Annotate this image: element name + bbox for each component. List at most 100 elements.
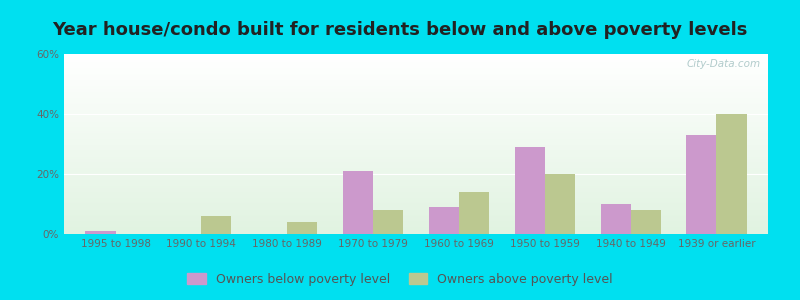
Bar xyxy=(64,195,768,196)
Bar xyxy=(64,124,768,125)
Bar xyxy=(64,150,768,151)
Bar xyxy=(64,104,768,105)
Bar xyxy=(459,192,489,234)
Bar xyxy=(64,71,768,72)
Bar xyxy=(64,98,768,99)
Bar xyxy=(64,77,768,78)
Bar xyxy=(64,197,768,198)
Bar xyxy=(64,116,768,117)
Bar xyxy=(64,180,768,181)
Bar xyxy=(64,185,768,186)
Bar xyxy=(64,179,768,180)
Bar xyxy=(64,168,768,169)
Bar xyxy=(64,199,768,200)
Bar xyxy=(64,148,768,149)
Bar xyxy=(630,210,661,234)
Bar xyxy=(64,173,768,174)
Bar xyxy=(64,204,768,205)
Bar xyxy=(429,207,459,234)
Bar xyxy=(343,171,373,234)
Bar xyxy=(64,63,768,64)
Bar xyxy=(64,181,768,182)
Bar xyxy=(64,121,768,122)
Bar xyxy=(64,59,768,60)
Bar xyxy=(64,92,768,93)
Bar xyxy=(64,107,768,108)
Bar xyxy=(64,184,768,185)
Bar xyxy=(64,155,768,156)
Bar xyxy=(601,204,630,234)
Bar xyxy=(64,196,768,197)
Bar xyxy=(64,75,768,76)
Bar xyxy=(64,74,768,75)
Bar xyxy=(64,64,768,65)
Bar xyxy=(64,142,768,143)
Bar xyxy=(64,143,768,144)
Bar xyxy=(64,229,768,230)
Bar xyxy=(64,65,768,66)
Bar xyxy=(64,171,768,172)
Bar xyxy=(64,225,768,226)
Bar xyxy=(64,73,768,74)
Bar xyxy=(64,198,768,199)
Bar xyxy=(64,125,768,126)
Bar xyxy=(64,109,768,110)
Bar xyxy=(64,172,768,173)
Bar xyxy=(64,83,768,84)
Bar xyxy=(64,213,768,214)
Bar xyxy=(64,103,768,104)
Bar xyxy=(64,54,768,55)
Bar xyxy=(64,138,768,139)
Bar xyxy=(64,144,768,145)
Bar xyxy=(64,170,768,171)
Bar xyxy=(64,177,768,178)
Bar xyxy=(64,211,768,212)
Bar xyxy=(64,97,768,98)
Bar xyxy=(64,167,768,168)
Bar xyxy=(64,203,768,204)
Bar xyxy=(64,115,768,116)
Bar xyxy=(64,154,768,155)
Bar xyxy=(64,69,768,70)
Bar xyxy=(64,183,768,184)
Bar xyxy=(64,152,768,153)
Bar xyxy=(64,161,768,162)
Bar xyxy=(64,169,768,170)
Bar xyxy=(64,94,768,95)
Bar xyxy=(64,233,768,234)
Bar xyxy=(64,105,768,106)
Bar xyxy=(64,207,768,208)
Bar xyxy=(64,128,768,129)
Bar xyxy=(64,55,768,56)
Bar xyxy=(64,206,768,207)
Bar xyxy=(64,120,768,121)
Bar xyxy=(64,157,768,158)
Bar xyxy=(64,187,768,188)
Bar xyxy=(64,192,768,193)
Bar xyxy=(64,182,768,183)
Text: City-Data.com: City-Data.com xyxy=(687,59,761,69)
Bar xyxy=(64,126,768,127)
Bar xyxy=(64,141,768,142)
Bar xyxy=(64,119,768,120)
Bar xyxy=(64,201,768,202)
Bar xyxy=(64,95,768,96)
Bar xyxy=(64,60,768,61)
Bar xyxy=(64,217,768,218)
Bar xyxy=(64,208,768,209)
Bar xyxy=(64,86,768,87)
Bar xyxy=(64,160,768,161)
Bar xyxy=(717,114,746,234)
Bar xyxy=(64,189,768,190)
Bar xyxy=(64,191,768,192)
Bar xyxy=(64,220,768,221)
Bar xyxy=(64,209,768,210)
Bar xyxy=(64,134,768,135)
Bar xyxy=(64,202,768,203)
Bar xyxy=(64,210,768,211)
Bar xyxy=(64,87,768,88)
Bar xyxy=(64,56,768,57)
Bar xyxy=(64,162,768,163)
Bar xyxy=(64,166,768,167)
Bar xyxy=(64,99,768,100)
